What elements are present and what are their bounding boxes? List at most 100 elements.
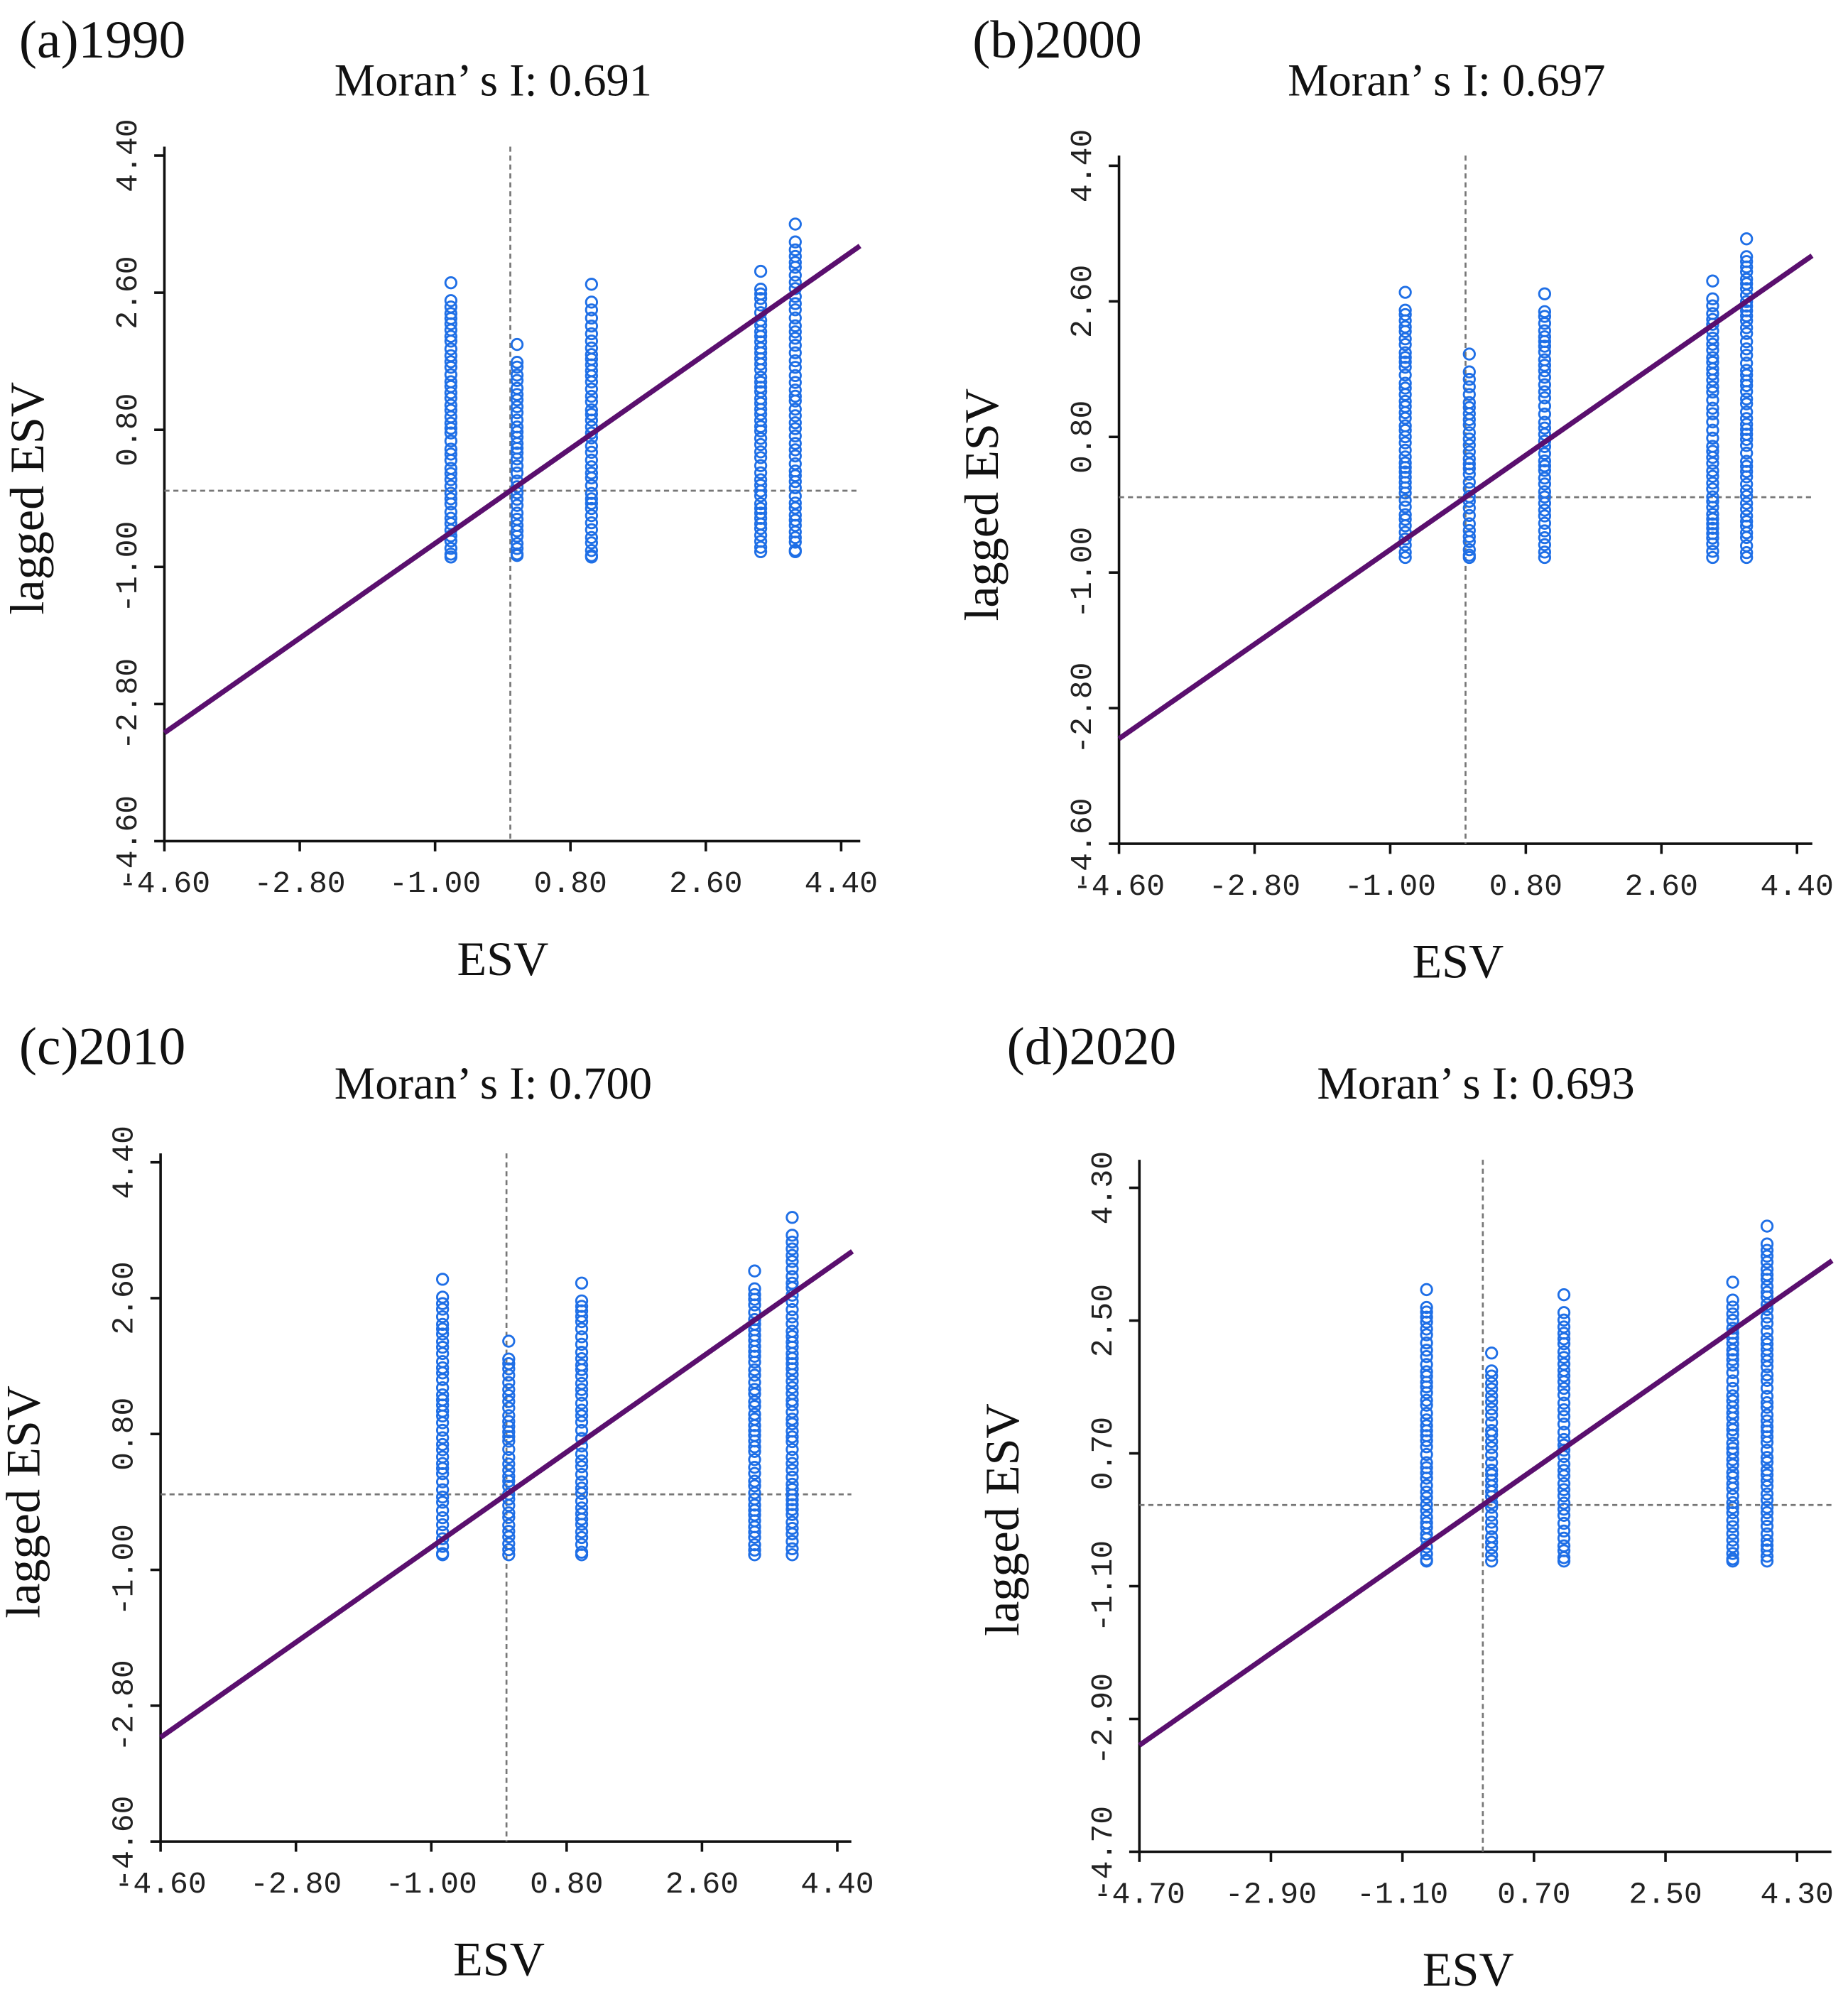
data-point <box>502 1435 516 1448</box>
data-point <box>1485 1364 1499 1378</box>
data-point <box>1485 1541 1499 1555</box>
data-point <box>1739 484 1754 498</box>
data-point <box>1485 1441 1499 1454</box>
data-point <box>1462 426 1476 440</box>
data-point <box>1398 456 1412 470</box>
data-point <box>754 501 768 516</box>
data-point <box>435 1462 450 1475</box>
data-point <box>585 382 599 396</box>
x-axis-label: ESV <box>453 1932 545 1986</box>
data-point <box>585 530 599 545</box>
data-point <box>1706 517 1719 530</box>
data-point <box>1538 407 1552 421</box>
data-point <box>1726 1314 1739 1327</box>
data-point <box>1420 1393 1433 1407</box>
data-point <box>1485 1416 1499 1430</box>
data-point <box>1398 338 1412 352</box>
data-point <box>1538 524 1552 538</box>
data-point <box>1760 1249 1774 1263</box>
data-point <box>788 311 802 325</box>
data-point <box>1398 332 1412 346</box>
x-tick-label: -1.00 <box>386 1867 477 1902</box>
data-point <box>754 298 768 312</box>
data-point <box>1706 464 1719 478</box>
x-tick-label: -4.60 <box>119 866 210 901</box>
data-point <box>1557 1469 1571 1483</box>
data-point <box>575 1513 589 1526</box>
data-point <box>1760 1285 1774 1299</box>
data-point <box>788 346 802 359</box>
data-point <box>1538 378 1552 391</box>
data-point <box>1420 1350 1433 1364</box>
data-point <box>788 437 802 450</box>
data-point <box>786 1457 799 1470</box>
data-point <box>1538 516 1552 530</box>
data-point <box>435 1317 450 1332</box>
data-point <box>1462 365 1476 379</box>
data-point <box>1485 1369 1499 1383</box>
data-point <box>786 1255 799 1268</box>
data-point <box>1420 1547 1433 1561</box>
data-point <box>585 453 599 467</box>
data-point <box>435 1297 450 1310</box>
data-point <box>444 361 458 374</box>
data-point <box>575 1276 589 1290</box>
panel-d: (d)2020 Moran’ s I: 0.693 ESV lagged ESV -4.… <box>975 1018 1834 1992</box>
data-point <box>1706 431 1719 445</box>
data-point <box>1760 1324 1774 1338</box>
data-point <box>510 446 524 459</box>
data-point <box>748 1548 761 1562</box>
data-point <box>444 334 458 348</box>
data-point <box>1538 447 1552 460</box>
data-point <box>1398 481 1412 494</box>
data-point <box>786 1242 799 1256</box>
data-point <box>788 243 802 257</box>
data-point <box>1557 1531 1571 1545</box>
x-tick-label: 0.80 <box>1489 869 1562 904</box>
data-point <box>585 319 599 333</box>
data-point <box>1398 519 1412 533</box>
data-point <box>1726 1359 1739 1372</box>
data-point <box>754 545 768 558</box>
data-point <box>788 319 802 332</box>
data-point <box>1462 347 1476 361</box>
data-point <box>1726 1540 1739 1554</box>
data-point <box>1420 1386 1433 1400</box>
data-point <box>748 1498 761 1512</box>
data-point <box>444 479 458 493</box>
data-point <box>502 1530 516 1544</box>
data-point <box>1739 342 1754 356</box>
data-point <box>502 1395 516 1408</box>
data-point <box>502 1430 516 1444</box>
data-point <box>1462 462 1476 475</box>
x-tick-label: -2.80 <box>250 1867 342 1902</box>
data-point <box>435 1322 450 1336</box>
y-tick-label: -4.60 <box>111 795 146 887</box>
data-point <box>575 1460 589 1474</box>
data-point <box>1538 317 1552 330</box>
data-point <box>502 1368 516 1382</box>
data-point <box>1538 359 1552 372</box>
data-point <box>1760 1487 1774 1501</box>
data-point <box>1485 1548 1499 1562</box>
data-point <box>435 1511 450 1525</box>
data-point <box>1398 513 1412 526</box>
data-point <box>1538 364 1552 378</box>
data-point <box>585 311 599 325</box>
data-point <box>435 1327 450 1341</box>
data-point <box>1706 457 1719 470</box>
data-point <box>1557 1555 1571 1568</box>
data-point <box>502 1352 516 1366</box>
y-tick-label: 0.80 <box>1065 401 1100 474</box>
data-point <box>1398 436 1412 450</box>
data-point <box>754 357 768 371</box>
data-point <box>786 1493 799 1507</box>
data-point <box>585 413 599 427</box>
data-point <box>786 1535 799 1548</box>
data-point <box>788 268 802 282</box>
data-point <box>788 361 802 374</box>
data-point <box>502 1401 516 1415</box>
data-point <box>575 1415 589 1429</box>
data-point <box>435 1518 450 1532</box>
data-point <box>510 542 524 555</box>
